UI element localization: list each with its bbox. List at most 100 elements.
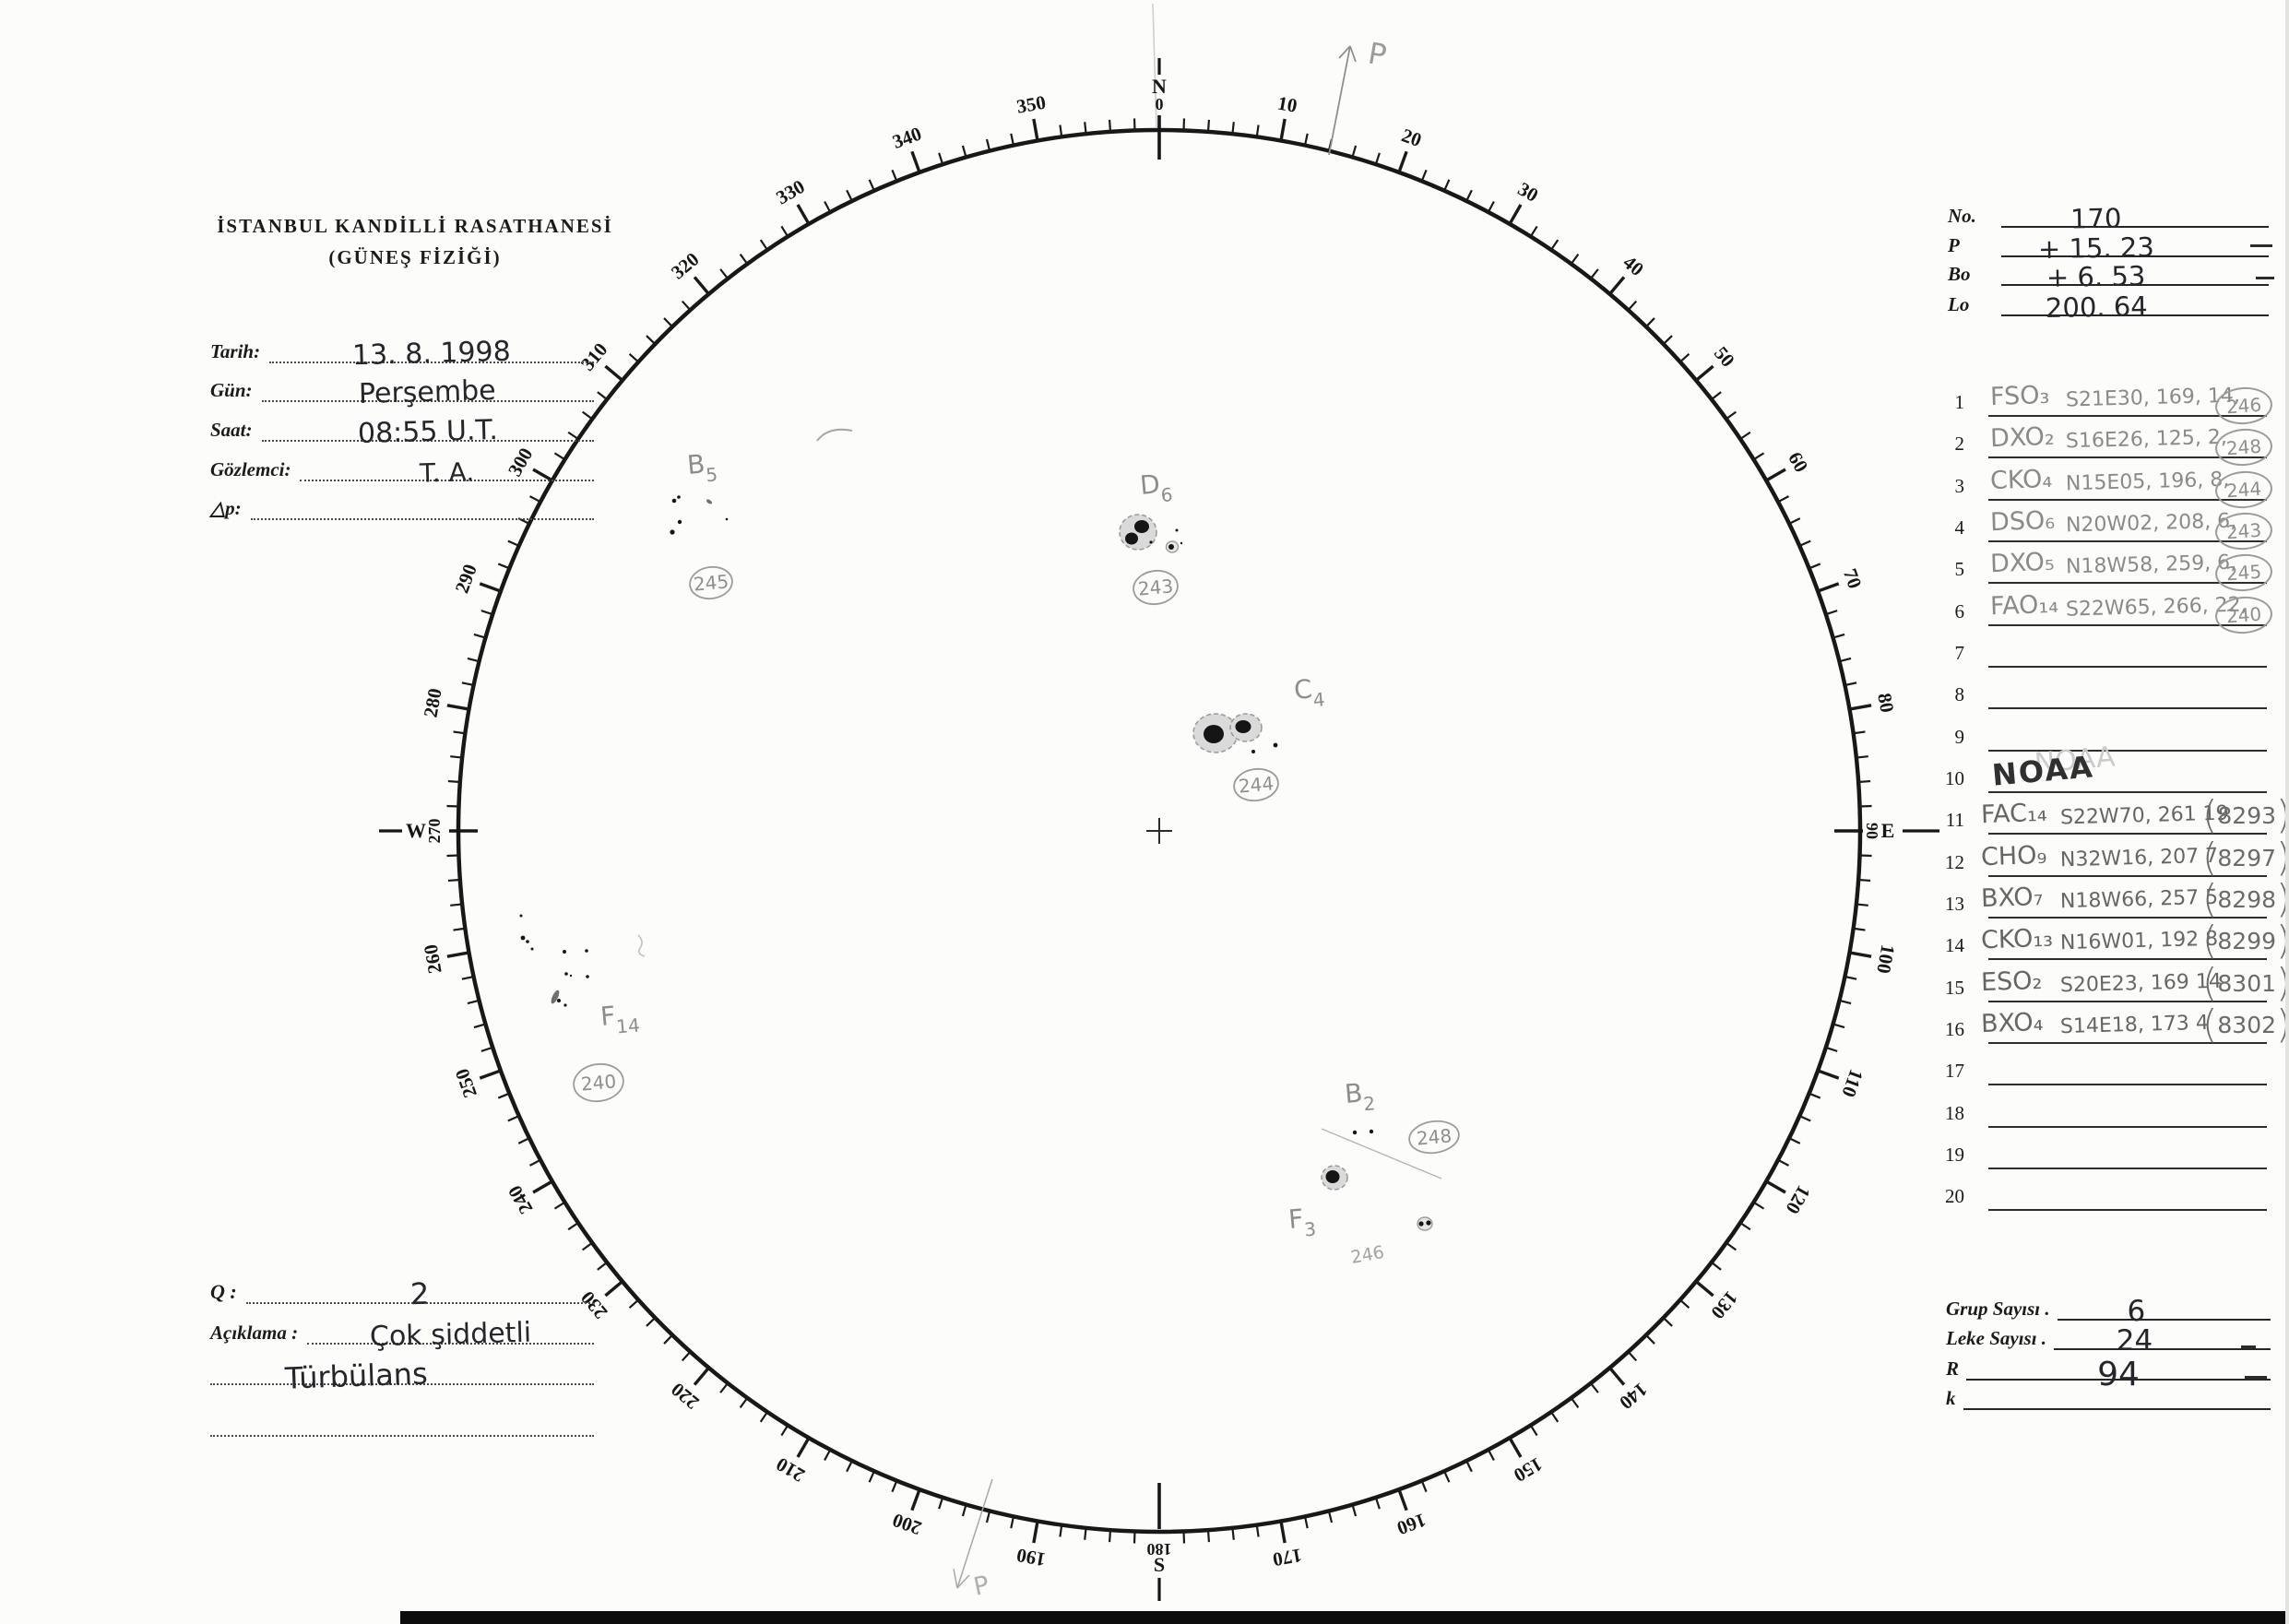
sunspot-group-F14: F14 240: [519, 914, 646, 1103]
field-gun: Gün: Perşembe: [210, 363, 594, 410]
group-number-circle-F14: [573, 1062, 624, 1103]
umbra: [1235, 720, 1251, 733]
group-row-15-line: [1988, 1001, 2267, 1002]
degree-label-130: 130: [1707, 1286, 1743, 1323]
total-k-line: [1963, 1377, 2271, 1410]
pore: [725, 517, 729, 521]
ephemeris-lo-value: 200. 64: [2045, 290, 2148, 324]
group-row-14-class: CKO₁₃: [1980, 923, 2054, 955]
total-r-label: R: [1946, 1357, 1960, 1380]
field-delta-p: △p:: [210, 481, 594, 520]
field-tarih-line: 13. 8. 1998: [269, 323, 594, 372]
group-row-7-line: [1988, 666, 2267, 668]
group-row-11-class: FAC₁₄: [1980, 798, 2048, 830]
group-row-3-line: [1988, 499, 2267, 501]
pore: [519, 914, 523, 918]
pore: [1418, 1221, 1424, 1227]
field-gun-label: Gün:: [210, 379, 253, 401]
group-row-14-circled: (8299): [2202, 921, 2289, 960]
ephemeris-row-lo: Lo 200. 64: [1948, 283, 2269, 324]
group-row-4-class: DSO₆: [1989, 505, 2056, 538]
field-aciklama-line-3: [210, 1396, 594, 1437]
field-aciklama-line: Çok şiddetli: [307, 1304, 594, 1353]
degree-label-330: 330: [772, 175, 808, 209]
degree-label-40: 40: [1619, 251, 1648, 280]
total-r-line: 94: [1966, 1347, 2271, 1392]
noaa-number: 8301: [2217, 969, 2277, 997]
pore: [564, 972, 568, 976]
group-row-15-circled: (8301): [2202, 964, 2289, 1002]
group-number-D6: 243: [1137, 575, 1174, 599]
degree-label-150: 150: [1510, 1453, 1546, 1488]
pore: [677, 495, 681, 499]
group-number-F14: 240: [580, 1070, 617, 1095]
group-row-12-number: 12: [1945, 851, 1964, 873]
pore: [557, 999, 561, 1002]
degree-label-210: 210: [772, 1453, 808, 1488]
degree-label-30: 30: [1514, 178, 1542, 207]
total-r: R 94: [1946, 1347, 2271, 1392]
ephemeris-bo-line: + 6. 53: [2001, 253, 2269, 293]
umbra: [1325, 1170, 1340, 1183]
group-label-F14: F14: [599, 998, 641, 1038]
group-row-1-class: FSO₃: [1989, 380, 2050, 412]
stray-squiggle: [637, 934, 646, 957]
group-row-4-line: [1988, 540, 2267, 542]
total-leke-label: Leke Sayısı .: [1946, 1327, 2047, 1349]
degree-label-320: 320: [667, 248, 704, 284]
field-saat-line: 08:55 U.T.: [261, 401, 594, 450]
ephemeris-lo-line: 200. 64: [2001, 283, 2269, 324]
group-row-11-line: [1988, 833, 2267, 835]
field-aciklama-value-2: Türbülans: [284, 1356, 428, 1396]
group-row-10-number: 10: [1945, 767, 1964, 789]
umbra: [1168, 544, 1174, 550]
field-saat-label: Saat:: [210, 419, 253, 441]
scan-edge-shadow: [2285, 0, 2289, 1624]
cardinal-letter-E: E: [1881, 819, 1895, 842]
group-row-19-line: [1988, 1168, 2267, 1169]
sunspot-group-B5: B5 245: [670, 447, 733, 600]
ephemeris-row-p: P + 15. 23: [1948, 226, 2269, 265]
stray-pencil-arc: [816, 428, 853, 442]
group-row-16-detail: S14E18, 173 4: [2059, 1011, 2210, 1039]
cardinal-degree-0: 0: [1156, 95, 1164, 113]
field-aciklama-2: Türbülans: [210, 1346, 594, 1396]
group-row-4-number: 4: [1954, 516, 1965, 539]
degree-label-80: 80: [1873, 692, 1898, 715]
group-row-16-number: 16: [1945, 1018, 1964, 1040]
field-aciklama-3: [210, 1398, 594, 1437]
group-row-15-class: ESO₂: [1980, 966, 2043, 998]
total-leke-value: 24: [2116, 1324, 2153, 1357]
pore: [677, 519, 682, 525]
degree-label-140: 140: [1615, 1379, 1652, 1415]
group-row-16-line: [1988, 1042, 2267, 1044]
group-number-circle-B5: [689, 565, 733, 600]
group-row-16-class: BXO₄: [1980, 1007, 2044, 1039]
group-row-5-line: [1988, 582, 2267, 584]
group-number-circle-B2: [1408, 1120, 1460, 1155]
group-row-1-detail: S21E30, 169, 14,: [2065, 384, 2241, 412]
field-saat: Saat: 08:55 U.T.: [210, 401, 594, 450]
total-leke-sayisi: Leke Sayısı . 24: [1946, 1319, 2271, 1356]
group-row-3-class: CKO₄: [1989, 464, 2053, 496]
pore: [1149, 540, 1153, 544]
degree-label-220: 220: [667, 1379, 704, 1415]
group-number-circle-D6: [1133, 569, 1179, 606]
degree-label-260: 260: [420, 942, 446, 975]
pore: [1352, 1130, 1358, 1135]
scratch-line: [1321, 1128, 1442, 1179]
ephemeris-no-label: No.: [1948, 205, 1976, 227]
cardinal-degree-180: 180: [1147, 1540, 1172, 1559]
department-name: (GÜNEŞ FİZİĞİ): [328, 246, 502, 268]
noaa-number: 8298: [2217, 885, 2277, 913]
group-row-12-detail: N32W16, 207 7: [2059, 844, 2219, 872]
field-tarih-label: Tarih:: [210, 340, 261, 362]
cardinal-N: 0N: [1152, 58, 1167, 160]
pore: [585, 949, 588, 953]
group-row-17-line: [1988, 1084, 2267, 1085]
total-k-label: k: [1946, 1387, 1956, 1409]
group-row-6-line: [1988, 624, 2267, 626]
group-row-13-detail: N18W66, 257 5: [2059, 885, 2219, 914]
pore: [1273, 742, 1278, 748]
